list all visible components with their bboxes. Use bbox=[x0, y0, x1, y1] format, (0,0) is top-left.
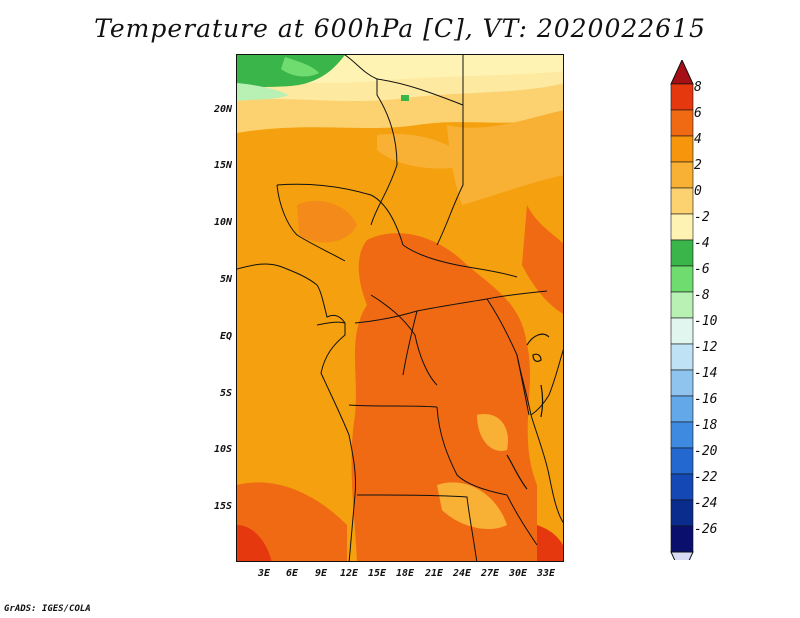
colorbar-segment bbox=[670, 83, 694, 111]
colorbar-label: -12 bbox=[694, 340, 718, 355]
colorbar-segment bbox=[670, 239, 694, 267]
colorbar-segment bbox=[670, 369, 694, 397]
lon-label: 27E bbox=[480, 568, 500, 579]
colorbar-label: 0 bbox=[694, 184, 702, 199]
colorbar-label: -22 bbox=[694, 470, 718, 485]
lat-label: 5N bbox=[219, 274, 232, 285]
colorbar-segment bbox=[670, 317, 694, 345]
colorbar-segment bbox=[670, 187, 694, 215]
colorbar-label: -14 bbox=[694, 366, 718, 381]
colorbar-segment bbox=[670, 135, 694, 163]
lon-label: 12E bbox=[339, 568, 359, 579]
lon-label: 18E bbox=[395, 568, 415, 579]
colorbar-segment bbox=[670, 265, 694, 293]
lat-label: 10S bbox=[213, 444, 232, 455]
lon-label: 30E bbox=[508, 568, 528, 579]
colorbar-label: -2 bbox=[694, 210, 710, 225]
lon-label: 3E bbox=[257, 568, 271, 579]
temperature-map bbox=[236, 54, 564, 562]
lat-label: 15N bbox=[213, 160, 232, 171]
colorbar-bottom-arrow bbox=[670, 551, 694, 560]
colorbar-label: -6 bbox=[694, 262, 710, 277]
lat-label: 5S bbox=[219, 388, 232, 399]
lon-label: 6E bbox=[285, 568, 299, 579]
lon-label: 15E bbox=[367, 568, 387, 579]
colorbar-segment bbox=[670, 473, 694, 501]
colorbar-label: -18 bbox=[694, 418, 718, 433]
colorbar-segment bbox=[670, 525, 694, 553]
lon-label: 24E bbox=[452, 568, 472, 579]
colorbar-segment bbox=[670, 421, 694, 449]
colorbar bbox=[670, 60, 694, 560]
colorbar-label: -24 bbox=[694, 496, 718, 511]
lon-label: 33E bbox=[536, 568, 556, 579]
colorbar-segment bbox=[670, 213, 694, 241]
colorbar-segment bbox=[670, 161, 694, 189]
colorbar-top-arrow bbox=[670, 60, 694, 85]
colorbar-segment bbox=[670, 343, 694, 371]
colorbar-label: -26 bbox=[694, 522, 718, 537]
colorbar-label: -16 bbox=[694, 392, 718, 407]
colorbar-label: 4 bbox=[694, 132, 702, 147]
colorbar-label: 2 bbox=[694, 158, 702, 173]
lat-label: EQ bbox=[219, 331, 232, 342]
colorbar-label: -8 bbox=[694, 288, 710, 303]
lat-label: 10N bbox=[213, 217, 232, 228]
colorbar-label: -10 bbox=[694, 314, 718, 329]
colorbar-segment bbox=[670, 395, 694, 423]
colorbar-label: 8 bbox=[694, 80, 702, 95]
lat-label: 15S bbox=[213, 501, 232, 512]
temperature-field bbox=[237, 55, 563, 561]
footer-credit: GrADS: IGES/COLA bbox=[4, 604, 91, 614]
colorbar-label: -20 bbox=[694, 444, 718, 459]
colorbar-label: -4 bbox=[694, 236, 710, 251]
lon-label: 21E bbox=[424, 568, 444, 579]
lon-label: 9E bbox=[314, 568, 328, 579]
colorbar-label: 6 bbox=[694, 106, 702, 121]
lat-label: 20N bbox=[213, 104, 232, 115]
colorbar-segment bbox=[670, 499, 694, 527]
chart-title: Temperature at 600hPa [C], VT: 202002261… bbox=[94, 14, 706, 43]
colorbar-segment bbox=[670, 109, 694, 137]
colorbar-segment bbox=[670, 291, 694, 319]
colorbar-segment bbox=[670, 447, 694, 475]
